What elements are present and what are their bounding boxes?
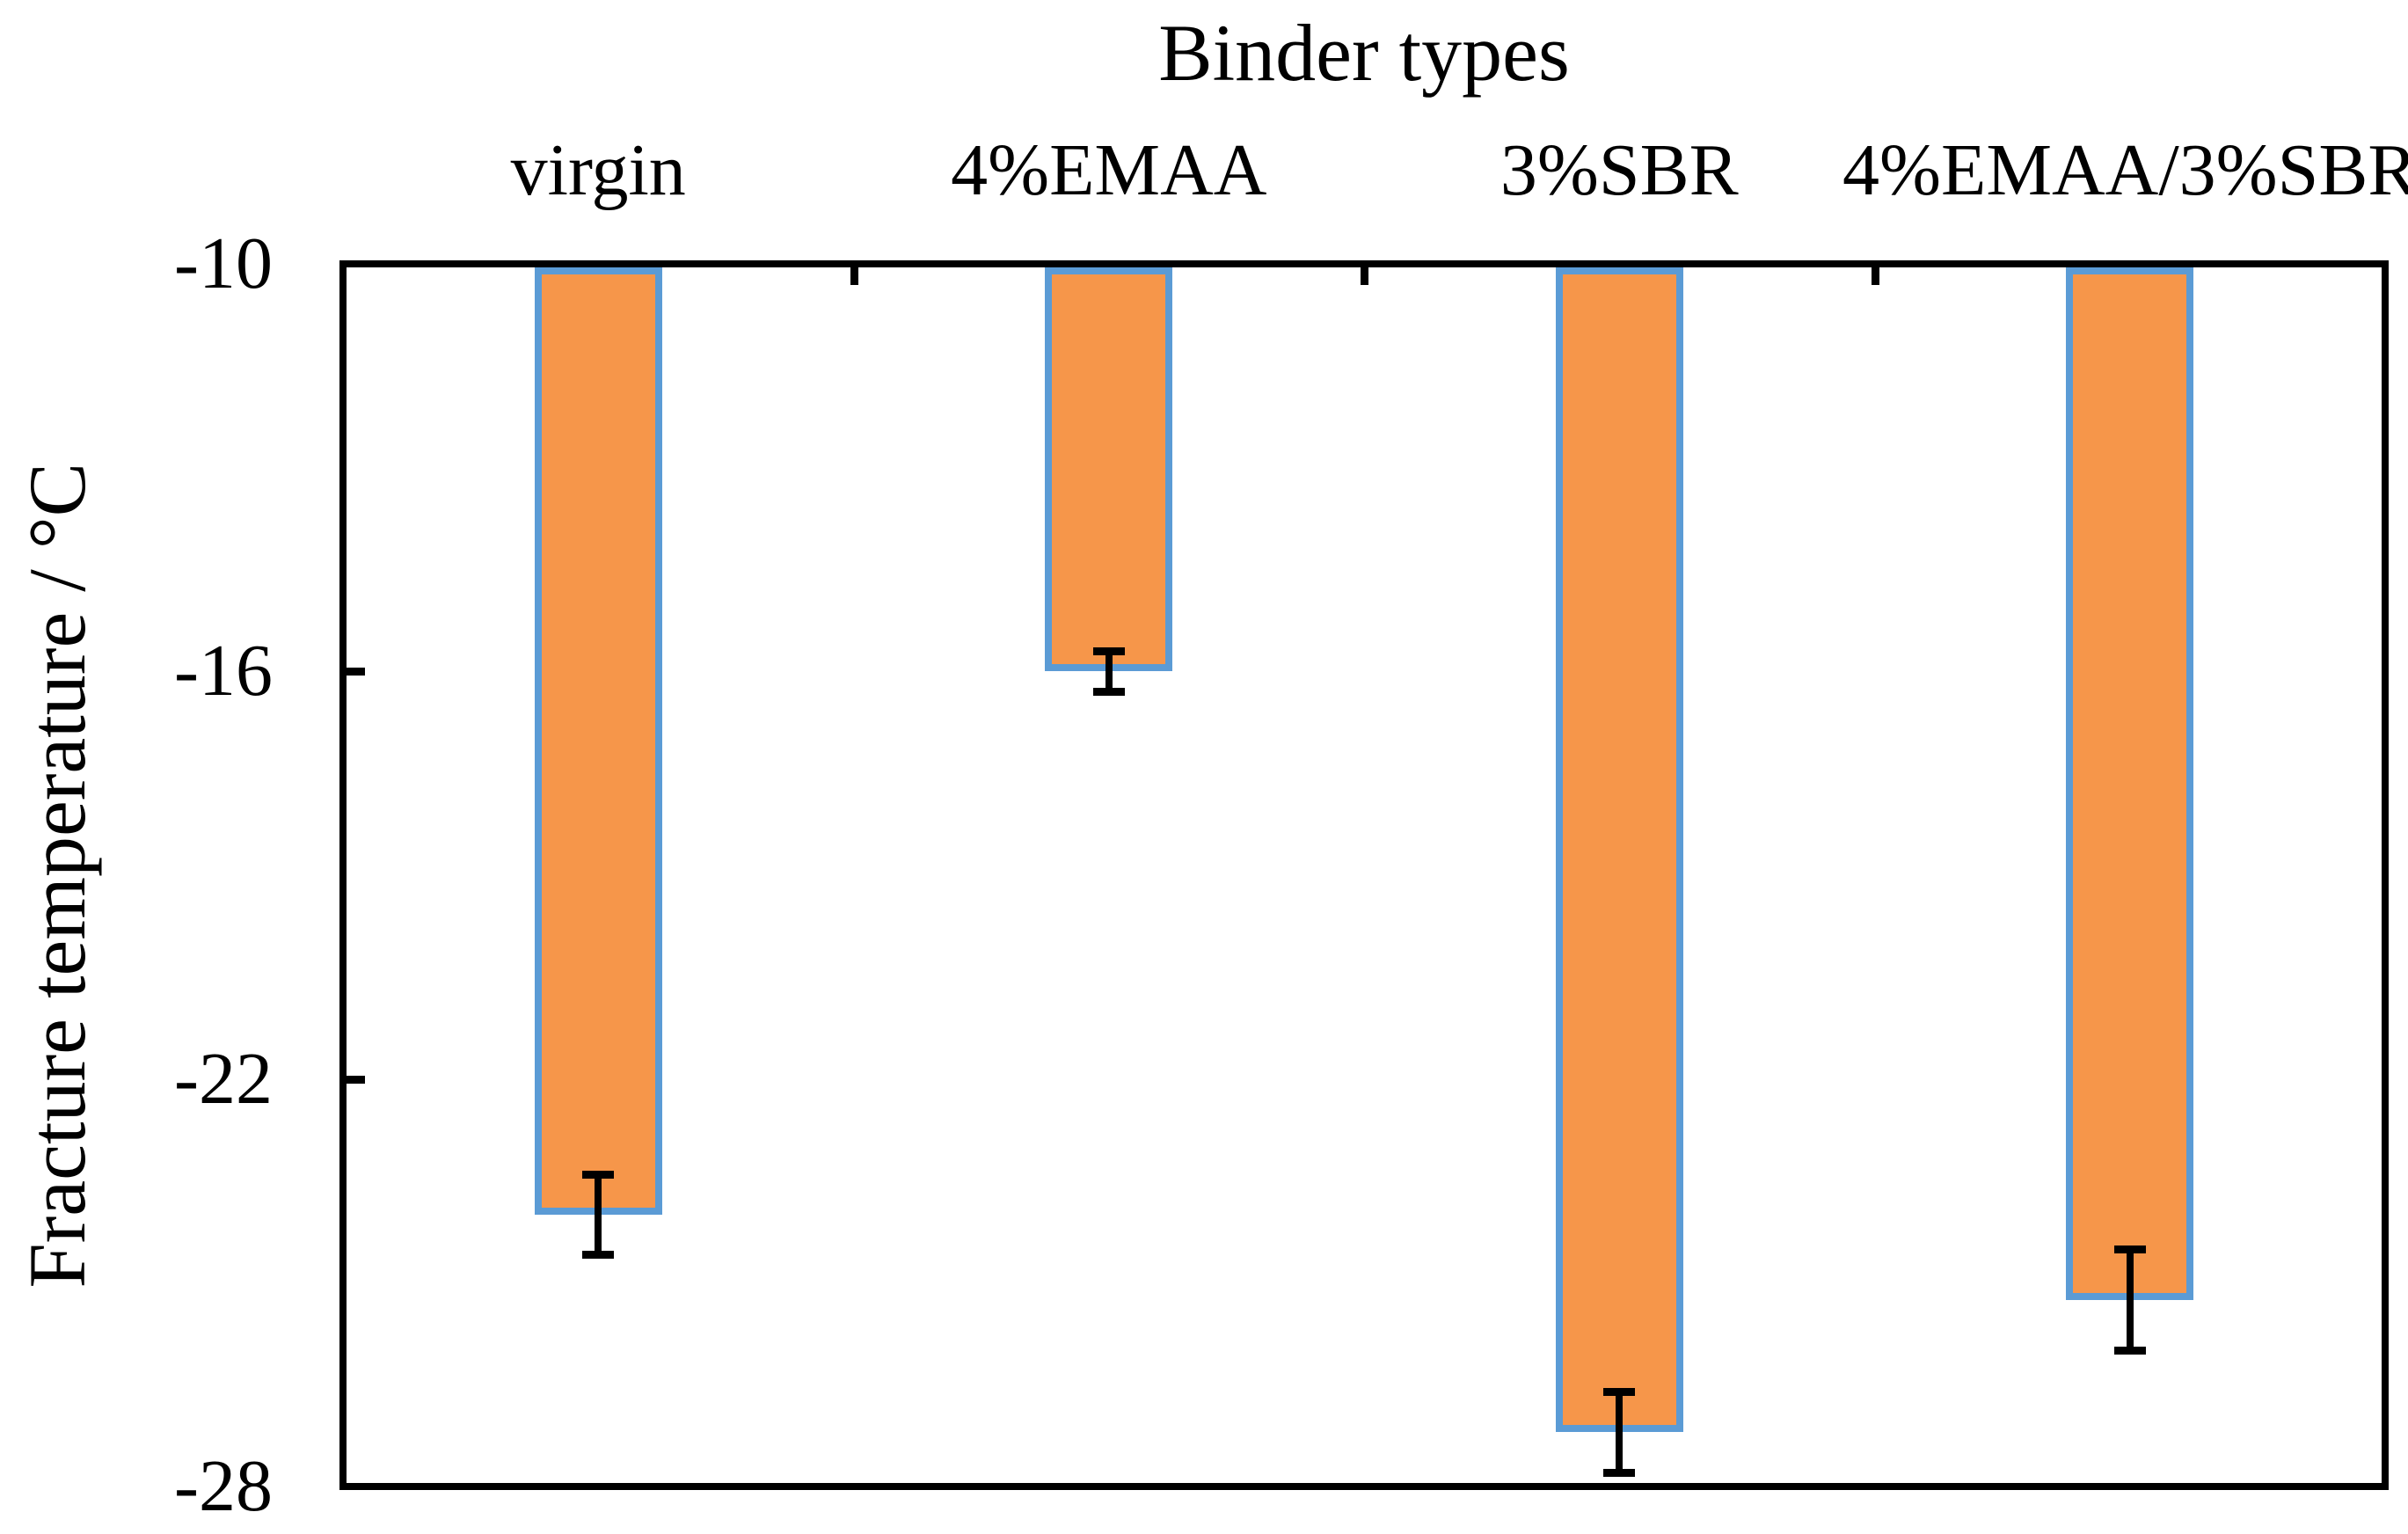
error-bar-cap-bottom <box>582 1251 615 1260</box>
error-bar-stem <box>1105 651 1113 692</box>
y-tick-label: -16 <box>174 630 273 712</box>
error-bar-cap-bottom <box>2113 1346 2146 1355</box>
category-label-4: 4%EMAA/3%SBR <box>1842 129 2408 211</box>
bar-4%EMAA <box>1045 267 1173 672</box>
error-bar-cap-bottom <box>1603 1468 1636 1477</box>
x-tick-mark <box>1361 267 1368 285</box>
y-tick-mark <box>347 1075 365 1084</box>
error-bar-cap-top <box>582 1170 615 1179</box>
error-bar-cap-top <box>1092 647 1125 656</box>
x-tick-mark <box>1871 267 1879 285</box>
category-label-2: 4%EMAA <box>951 129 1267 211</box>
bar-virgin <box>534 267 662 1216</box>
y-tick-label: -28 <box>174 1445 273 1527</box>
bar-4%EMAA/3%SBR <box>2066 267 2194 1300</box>
error-bar-stem <box>595 1173 602 1256</box>
y-tick-label: -22 <box>174 1037 273 1120</box>
y-tick-label: -10 <box>174 223 273 304</box>
bar-3%SBR <box>1555 267 1683 1433</box>
x-tick-mark <box>850 267 858 285</box>
y-axis-title-wrap: Fracture temperature / °C <box>0 260 114 1490</box>
y-axis-title: Fracture temperature / °C <box>12 462 102 1289</box>
error-bar-stem <box>1616 1391 1624 1473</box>
error-bar-stem <box>2126 1248 2134 1351</box>
category-label-3: 3%SBR <box>1500 129 1739 211</box>
error-bar-cap-top <box>2113 1245 2146 1253</box>
error-bar-cap-bottom <box>1092 687 1125 696</box>
chart-title: Binder types <box>1158 8 1570 98</box>
category-label-1: virgin <box>510 129 686 211</box>
error-bar-cap-top <box>1603 1387 1636 1396</box>
y-tick-mark <box>347 668 365 676</box>
plot-area <box>339 260 2389 1490</box>
